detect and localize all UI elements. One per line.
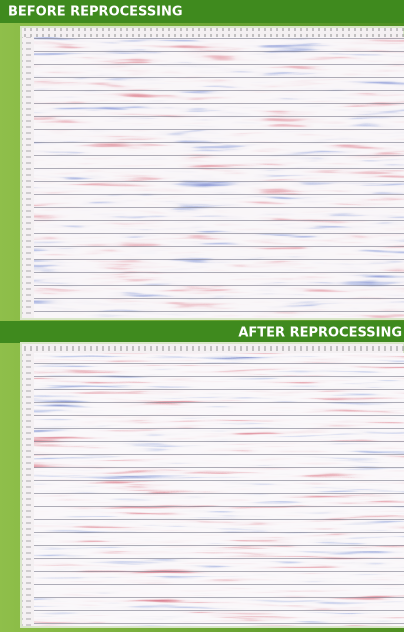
time-axis [22, 353, 34, 626]
panel-title: BEFORE REPROCESSING [8, 5, 183, 20]
top-ruler [22, 28, 404, 37]
grid [34, 37, 404, 318]
header-bar [0, 0, 404, 23]
time-axis [22, 37, 34, 318]
header-bar [0, 321, 404, 343]
panel-title: AFTER REPROCESSING [238, 326, 402, 341]
top-ruler [22, 344, 404, 353]
grid [34, 353, 404, 626]
